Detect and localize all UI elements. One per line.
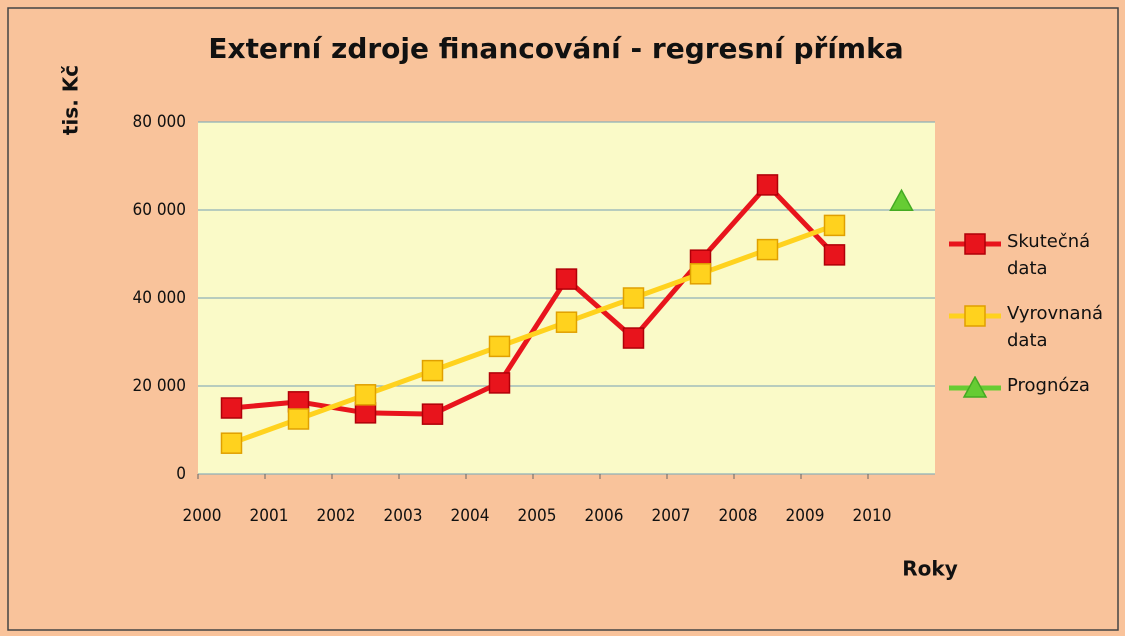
x-tick-label: 2003: [384, 506, 423, 526]
marker: [220, 432, 243, 454]
x-tick-label: 2002: [317, 506, 356, 526]
legend-swatch: [949, 305, 1001, 327]
marker: [488, 372, 511, 394]
marker: [889, 188, 914, 211]
legend-swatch: [949, 233, 1001, 255]
marker: [421, 403, 444, 425]
legend-entry: Skutečná data: [945, 228, 1125, 300]
x-tick-label: 2008: [719, 506, 758, 526]
x-tick-label: 2005: [518, 506, 557, 526]
y-axis-label: tis. Kč: [59, 65, 83, 135]
y-tick-label: 80 000: [133, 112, 187, 132]
marker: [555, 268, 578, 290]
chart-title: Externí zdroje financování - regresní př…: [208, 32, 903, 65]
marker: [756, 238, 779, 261]
x-tick-label: 2010: [853, 506, 892, 526]
y-tick-label: 60 000: [133, 200, 187, 220]
marker: [488, 335, 511, 358]
legend: Skutečná data Vyrovnaná data Prognóza: [945, 228, 1125, 444]
y-tick-label: 20 000: [133, 376, 187, 396]
legend-entry: Vyrovnaná data: [945, 300, 1125, 372]
marker: [220, 397, 243, 419]
legend-swatch: [949, 376, 1001, 398]
marker: [689, 263, 712, 285]
x-tick-label: 2001: [250, 506, 289, 526]
x-tick-label: 2004: [451, 506, 490, 526]
marker: [354, 402, 377, 424]
x-tick-label: 2007: [652, 506, 691, 526]
marker: [354, 384, 377, 406]
legend-entry: Prognóza: [945, 372, 1125, 444]
marker: [421, 359, 444, 382]
series-line: [230, 223, 836, 446]
marker: [756, 174, 779, 196]
legend-label: Vyrovnaná data: [1007, 303, 1104, 351]
x-tick-label: 2000: [183, 506, 222, 526]
y-tick-label: 0: [176, 464, 186, 484]
frame: [7, 7, 1119, 631]
marker: [823, 244, 846, 266]
x-tick-label: 2009: [786, 506, 825, 526]
legend-label: Skutečná data: [1007, 231, 1091, 279]
marker: [964, 305, 986, 327]
marker: [287, 408, 310, 430]
marker: [555, 311, 578, 333]
marker: [823, 214, 846, 237]
y-tick-label: 40 000: [133, 288, 187, 308]
x-tick-label: 2006: [585, 506, 624, 526]
legend-label: Prognóza: [1007, 375, 1090, 396]
marker: [962, 376, 988, 398]
marker: [964, 233, 986, 255]
marker: [622, 287, 645, 309]
marker: [622, 327, 645, 349]
x-axis-label: Roky: [902, 557, 957, 581]
